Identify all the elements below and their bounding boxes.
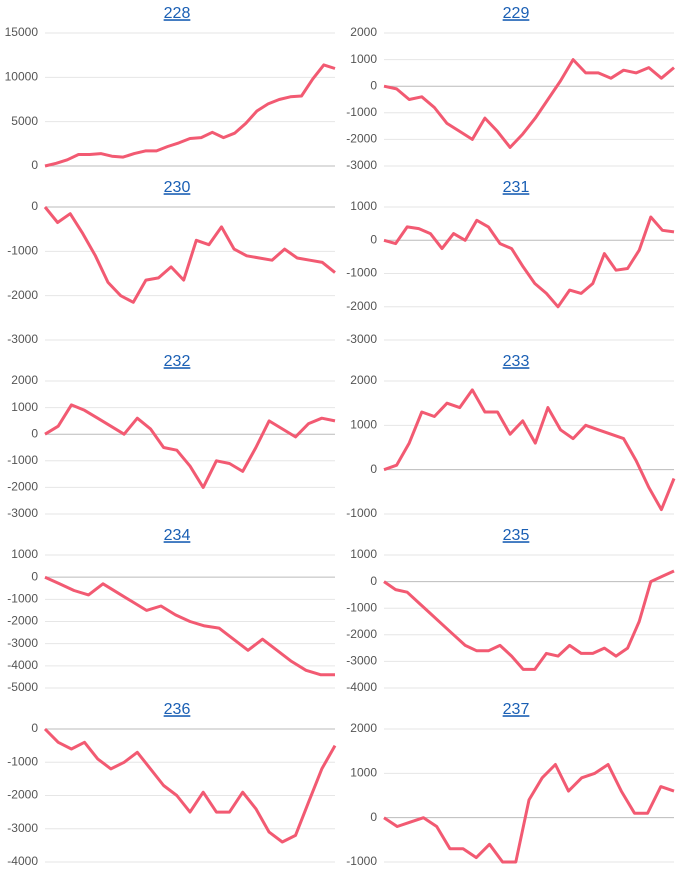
data-line (44, 403, 336, 489)
y-tick-label: -2000 (7, 614, 38, 628)
y-tick-label: 1000 (11, 400, 38, 414)
y-tick-label: -1000 (7, 592, 38, 606)
y-tick-label: 1000 (350, 766, 377, 780)
y-tick-label: -3000 (7, 636, 38, 650)
data-line (383, 388, 676, 512)
y-tick-label: -2000 (7, 480, 38, 494)
y-tick-label: 1000 (350, 547, 377, 561)
y-tick-label: -1000 (7, 754, 38, 768)
chart-title[interactable]: 230 (164, 179, 191, 196)
chart-title[interactable]: 228 (164, 5, 191, 22)
y-tick-label: 15000 (5, 25, 39, 39)
y-tick-label: 1000 (350, 199, 377, 213)
y-tick-label: 0 (31, 426, 38, 440)
y-tick-label: 0 (370, 810, 377, 824)
y-tick-label: -1000 (346, 506, 377, 520)
y-tick-label: -2000 (346, 132, 377, 146)
y-tick-label: -3000 (7, 821, 38, 835)
data-line (383, 569, 675, 671)
y-tick-label: -2000 (346, 299, 377, 313)
y-tick-label: 0 (31, 569, 38, 583)
y-tick-label: 2000 (11, 373, 38, 387)
y-tick-label: -4000 (346, 680, 377, 694)
y-tick-label: -4000 (7, 854, 38, 868)
data-line (44, 63, 336, 168)
y-tick-label: -2000 (7, 288, 38, 302)
y-tick-label: -5000 (7, 680, 38, 694)
chart-title[interactable]: 234 (164, 527, 191, 544)
y-tick-label: -1000 (346, 266, 377, 280)
y-tick-label: 0 (370, 574, 377, 588)
chart-title[interactable]: 236 (164, 701, 191, 718)
y-tick-label: -3000 (346, 158, 377, 172)
chart-title[interactable]: 229 (503, 5, 530, 22)
y-tick-label: -1000 (7, 453, 38, 467)
data-line (44, 575, 335, 677)
y-tick-label: 1000 (11, 547, 38, 561)
chart-title[interactable]: 237 (503, 701, 530, 718)
data-line (383, 215, 675, 309)
y-tick-label: 2000 (350, 25, 377, 39)
y-tick-label: -2000 (7, 788, 38, 802)
y-tick-label: -4000 (7, 658, 38, 672)
y-tick-label: -1000 (346, 854, 377, 868)
chart-title[interactable]: 231 (503, 179, 530, 196)
chart-title[interactable]: 233 (503, 353, 530, 370)
y-tick-label: 0 (370, 78, 377, 92)
y-tick-label: -1000 (7, 244, 38, 258)
y-tick-label: 2000 (350, 373, 377, 387)
data-line (383, 58, 675, 149)
y-tick-label: 1000 (350, 418, 377, 432)
y-tick-label: -1000 (346, 105, 377, 119)
y-tick-label: -3000 (7, 506, 38, 520)
y-tick-label: 10000 (5, 70, 39, 84)
data-line (43, 727, 337, 844)
data-line (383, 763, 675, 864)
y-tick-label: 1000 (350, 52, 377, 66)
chart-title[interactable]: 235 (503, 527, 530, 544)
y-tick-label: 0 (370, 232, 377, 246)
y-tick-label: -3000 (346, 332, 377, 346)
y-tick-label: 0 (370, 462, 377, 476)
y-tick-label: -2000 (346, 627, 377, 641)
y-tick-label: -3000 (7, 332, 38, 346)
y-tick-label: -3000 (346, 654, 377, 668)
y-tick-label: 5000 (11, 114, 38, 128)
y-tick-label: 0 (31, 199, 38, 213)
y-tick-label: -1000 (346, 600, 377, 614)
chart-title[interactable]: 232 (164, 353, 191, 370)
data-line (43, 206, 336, 304)
y-tick-label: 0 (31, 158, 38, 172)
y-tick-label: 2000 (350, 721, 377, 735)
y-tick-label: 0 (31, 721, 38, 735)
